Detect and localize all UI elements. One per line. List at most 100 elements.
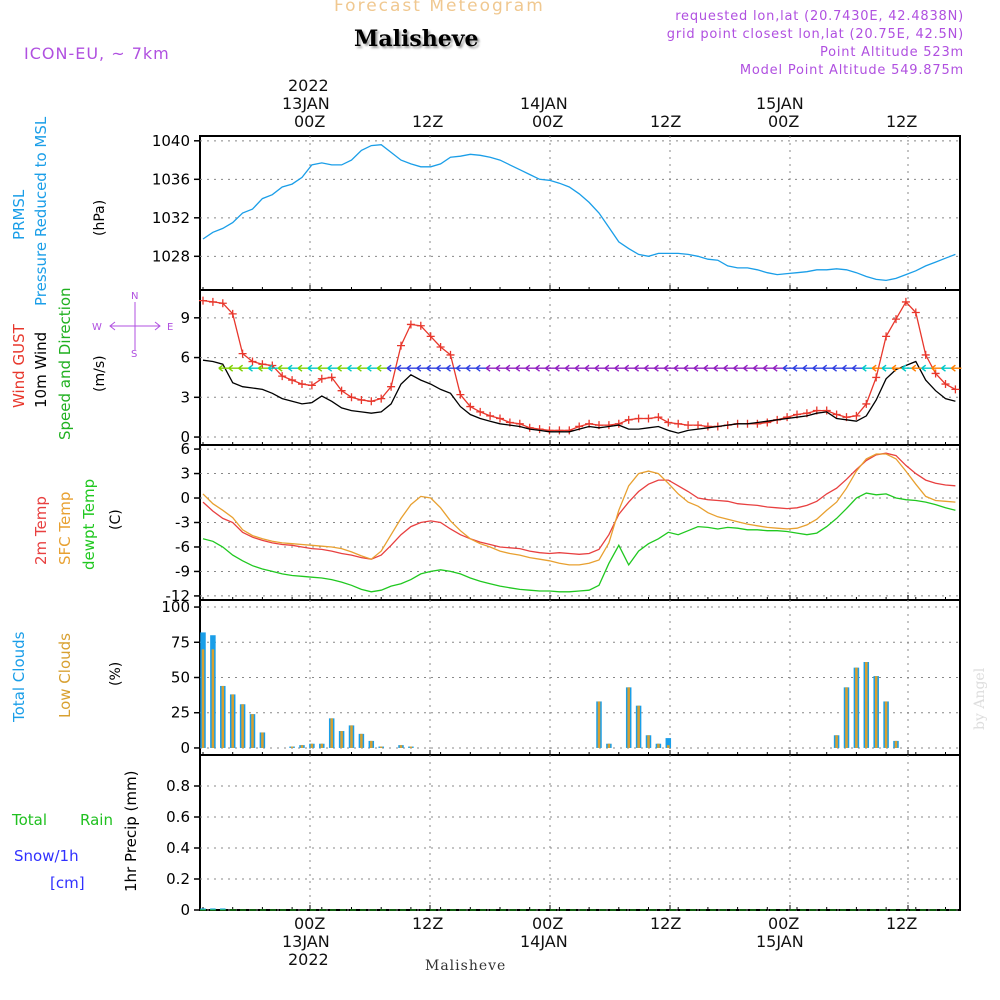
model-label: ICON-EU, ~ 7km bbox=[24, 44, 170, 63]
wind-direction-arrow bbox=[347, 364, 358, 372]
wind-direction-arrow bbox=[812, 364, 823, 372]
low-cloud-bar bbox=[261, 732, 264, 748]
wind-direction-arrow bbox=[485, 364, 497, 372]
ytick-label: 1028 bbox=[152, 247, 190, 265]
wind-rose-icon bbox=[109, 302, 161, 350]
ytick-label: 6 bbox=[180, 440, 190, 458]
wind-direction-arrow bbox=[257, 364, 269, 372]
gust-marker bbox=[753, 419, 762, 428]
gust-marker bbox=[911, 308, 920, 317]
low-cloud-bar bbox=[320, 743, 324, 748]
gust-marker bbox=[466, 402, 475, 411]
precip-total-label: Total bbox=[11, 811, 47, 829]
low-cloud-bar bbox=[627, 687, 630, 748]
ytick-label: 9 bbox=[180, 309, 190, 327]
gust-marker bbox=[298, 380, 306, 389]
wind-direction-arrow bbox=[663, 364, 675, 372]
temp-unit: (C) bbox=[108, 509, 124, 530]
gust-marker bbox=[218, 299, 227, 308]
gust-marker bbox=[664, 418, 673, 427]
wind-direction-arrow bbox=[545, 364, 556, 372]
temperature-panel: -12 -9 -6 -3 0 3 6 bbox=[166, 440, 961, 605]
ytick-label: 3 bbox=[180, 388, 190, 406]
wind-direction-arrow bbox=[752, 364, 764, 372]
wind-direction-arrow bbox=[683, 364, 695, 372]
total-cloud-bar bbox=[665, 738, 672, 748]
temp-sfc-label: SFC Temp bbox=[56, 492, 74, 565]
gust-marker bbox=[486, 411, 495, 420]
wind-direction-arrow bbox=[911, 364, 922, 372]
gust-marker bbox=[288, 376, 297, 385]
wind-direction-arrow bbox=[366, 364, 378, 372]
ytick-label: 1040 bbox=[152, 132, 190, 150]
wind-direction-arrow bbox=[703, 364, 714, 372]
wind-unit: (m/s) bbox=[92, 355, 108, 392]
low-cloud-bar bbox=[330, 718, 333, 748]
gust-marker bbox=[258, 360, 267, 369]
gust-marker bbox=[426, 332, 435, 341]
wind-direction-arrow bbox=[386, 364, 398, 372]
bottom-hour-00z-1: 00Z bbox=[294, 914, 326, 933]
gust-marker bbox=[456, 390, 465, 399]
wind-10m-label: 10m Wind bbox=[32, 332, 50, 408]
low-cloud-bar bbox=[845, 687, 848, 748]
wind-direction-arrow bbox=[861, 364, 873, 372]
gust-marker bbox=[367, 397, 376, 406]
wind-direction-arrow bbox=[218, 364, 229, 372]
sfc-temp-line bbox=[202, 453, 956, 566]
wind-direction-arrow bbox=[248, 364, 259, 372]
wind-direction-arrow bbox=[406, 364, 417, 372]
wind-direction-arrow bbox=[515, 364, 526, 372]
low-cloud-bar bbox=[874, 676, 878, 748]
wind-direction-arrow bbox=[376, 364, 388, 372]
forecast-label: Forecast Meteogram bbox=[334, 0, 545, 16]
gust-marker bbox=[674, 419, 683, 428]
gust-marker bbox=[555, 426, 564, 435]
ytick-label: 0 bbox=[180, 428, 190, 446]
gust-marker bbox=[694, 421, 702, 430]
precip-cm-label: [cm] bbox=[50, 874, 85, 892]
precip-rain-label: Rain bbox=[80, 811, 113, 829]
dewpt-temp-line bbox=[202, 492, 956, 593]
gust-marker bbox=[624, 415, 633, 424]
gust-marker bbox=[436, 342, 445, 351]
gust-marker bbox=[852, 411, 861, 420]
bottom-hour-12z-1: 12Z bbox=[412, 914, 444, 933]
10m-wind-line bbox=[202, 359, 956, 434]
wind-direction-arrow bbox=[307, 364, 318, 372]
wind-direction-arrow bbox=[475, 364, 487, 372]
low-cloud-bar bbox=[894, 740, 898, 748]
ytick-label: -6 bbox=[175, 538, 190, 556]
top-year: 2022 bbox=[288, 76, 329, 95]
clouds-unit: (%) bbox=[108, 662, 124, 686]
wind-direction-arrow bbox=[842, 364, 853, 372]
wind-gust-label: Wind GUST bbox=[10, 323, 28, 408]
gust-marker bbox=[208, 297, 217, 306]
gust-marker bbox=[763, 418, 772, 427]
gust-marker bbox=[317, 374, 326, 383]
gust-marker bbox=[941, 380, 950, 389]
gust-marker bbox=[644, 414, 653, 423]
clouds-panel: 0 25 50 75 100 bbox=[161, 598, 961, 757]
bottom-hour-12z-2: 12Z bbox=[650, 914, 682, 933]
precip-axis-label: 1hr Precip (mm) bbox=[122, 771, 140, 892]
wind-direction-arrow bbox=[743, 364, 754, 372]
wind-labels: Wind GUST 10m Wind Speed and Direction (… bbox=[10, 287, 173, 440]
wind-rose-e: E bbox=[167, 322, 173, 333]
low-cloud-bar bbox=[379, 746, 383, 748]
wind-direction-arrow bbox=[851, 364, 863, 372]
wind-direction-arrow bbox=[564, 364, 576, 372]
wind-direction-arrow bbox=[228, 364, 239, 372]
wind-direction-arrow bbox=[644, 364, 655, 372]
wind-direction-arrow bbox=[495, 364, 506, 372]
wind-direction-arrow bbox=[455, 364, 467, 372]
gust-marker bbox=[892, 315, 900, 324]
gust-marker bbox=[307, 381, 316, 390]
wind-direction-arrow bbox=[554, 364, 566, 372]
precip-labels: Total Rain Snow/1h [cm] 1hr Precip (mm) bbox=[11, 771, 140, 892]
ytick-label: 3 bbox=[180, 465, 190, 483]
gust-marker bbox=[446, 350, 455, 359]
gust-marker bbox=[921, 350, 930, 359]
gust-marker bbox=[604, 421, 613, 430]
wind-direction-arrow bbox=[792, 364, 803, 372]
